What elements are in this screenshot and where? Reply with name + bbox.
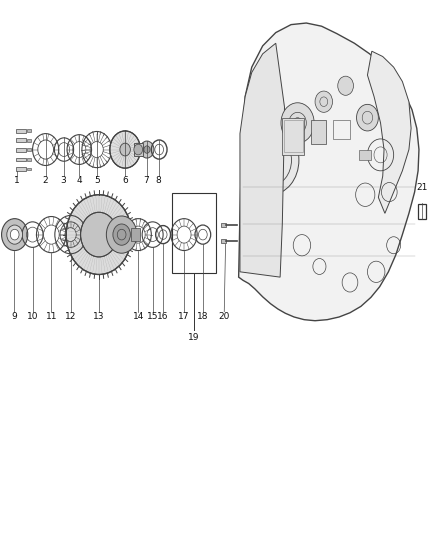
Text: 10: 10	[27, 312, 38, 321]
Bar	[16, 158, 25, 161]
Bar	[16, 139, 25, 142]
Text: 1: 1	[14, 176, 20, 185]
Circle shape	[357, 104, 378, 131]
Text: 8: 8	[156, 176, 162, 185]
Bar	[311, 120, 326, 144]
Bar	[359, 150, 371, 160]
Circle shape	[242, 126, 299, 195]
Bar	[27, 139, 31, 142]
Bar	[221, 239, 226, 243]
Bar	[221, 223, 226, 227]
Circle shape	[144, 146, 150, 154]
Circle shape	[113, 224, 131, 245]
Text: 14: 14	[133, 312, 144, 321]
Circle shape	[106, 216, 137, 253]
Text: 20: 20	[219, 312, 230, 321]
Circle shape	[7, 225, 22, 244]
Bar	[134, 143, 144, 156]
Circle shape	[120, 143, 131, 156]
Text: 7: 7	[144, 176, 149, 185]
Bar	[27, 149, 31, 151]
Bar	[418, 204, 426, 219]
Circle shape	[293, 118, 302, 128]
Text: 13: 13	[93, 312, 105, 321]
Bar	[131, 228, 140, 241]
Bar	[332, 120, 350, 139]
Text: 9: 9	[11, 312, 17, 321]
Text: 18: 18	[197, 312, 208, 321]
Bar	[16, 167, 25, 171]
Polygon shape	[240, 43, 285, 277]
Bar	[27, 167, 31, 170]
Circle shape	[134, 144, 143, 155]
Circle shape	[11, 229, 19, 240]
Text: 19: 19	[188, 333, 200, 342]
Circle shape	[338, 76, 353, 95]
Circle shape	[281, 103, 314, 143]
Text: 15: 15	[147, 312, 159, 321]
Polygon shape	[239, 23, 419, 321]
Circle shape	[2, 219, 28, 251]
Text: 16: 16	[157, 312, 169, 321]
Text: 3: 3	[61, 176, 67, 185]
Text: 2: 2	[43, 176, 49, 185]
Bar	[27, 130, 31, 132]
Text: 4: 4	[77, 176, 82, 185]
Bar	[172, 193, 216, 273]
Bar	[16, 148, 25, 152]
Text: 6: 6	[122, 176, 128, 185]
Circle shape	[110, 131, 141, 168]
Bar	[27, 158, 31, 161]
Text: 21: 21	[417, 183, 428, 192]
Bar	[284, 120, 303, 152]
Bar	[16, 129, 25, 133]
Text: 11: 11	[46, 312, 57, 321]
Text: 12: 12	[65, 312, 76, 321]
Bar	[283, 118, 304, 155]
Text: 5: 5	[94, 176, 99, 185]
Circle shape	[315, 91, 332, 112]
Polygon shape	[367, 51, 411, 213]
Circle shape	[81, 212, 117, 257]
Text: 17: 17	[178, 312, 190, 321]
Circle shape	[140, 141, 154, 158]
Circle shape	[66, 195, 132, 274]
Circle shape	[258, 146, 283, 175]
